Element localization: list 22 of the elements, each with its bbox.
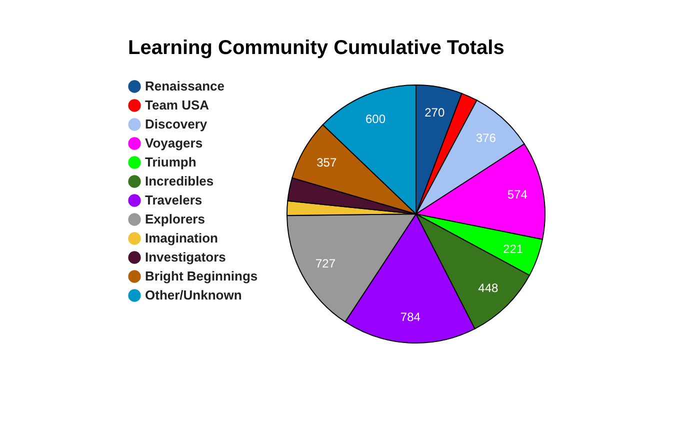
legend-label: Travelers bbox=[145, 192, 202, 208]
data-label: 221 bbox=[503, 242, 524, 256]
legend-label: Explorers bbox=[145, 212, 205, 226]
data-label: 727 bbox=[315, 256, 336, 271]
data-label: 574 bbox=[507, 188, 528, 202]
data-label: 270 bbox=[424, 105, 445, 120]
data-label: 784 bbox=[400, 310, 421, 324]
legend-label: Investigators bbox=[145, 250, 226, 264]
legend-label: Bright Beginnings bbox=[145, 268, 258, 284]
legend-label: Discovery bbox=[145, 116, 208, 132]
data-label: 376 bbox=[476, 131, 496, 146]
legend-label: Team USA bbox=[145, 98, 210, 112]
legend-label: Voyagers bbox=[145, 136, 203, 150]
legend-label: Renaissance bbox=[145, 78, 224, 94]
legend-label: Incredibles bbox=[145, 174, 214, 188]
data-label: 600 bbox=[365, 112, 386, 126]
legend-label: Triumph bbox=[145, 154, 196, 170]
legend-label: Other/Unknown bbox=[145, 288, 242, 302]
data-label: 448 bbox=[478, 280, 499, 295]
chart-title: Learning Community Cumulative Totals bbox=[128, 37, 504, 59]
legend-label: Imagination bbox=[145, 230, 218, 246]
data-label: 357 bbox=[316, 155, 337, 170]
